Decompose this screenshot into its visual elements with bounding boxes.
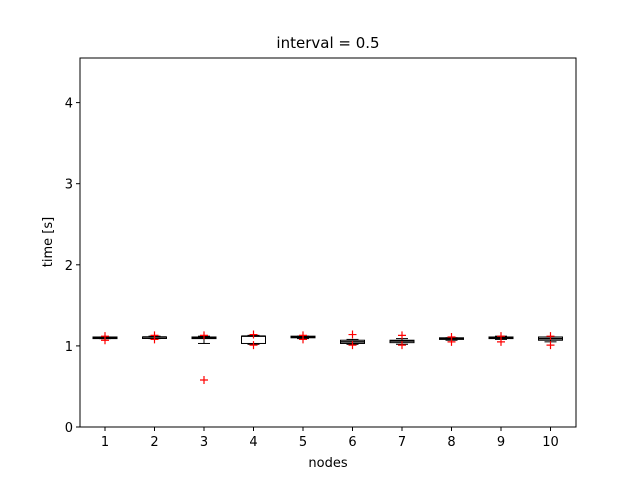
- outlier-marker: [299, 331, 307, 340]
- outlier-marker: [200, 375, 208, 384]
- outlier-marker: [497, 332, 505, 341]
- x-tick-label: 8: [447, 435, 455, 450]
- outlier-marker: [249, 341, 258, 350]
- x-tick-label: 1: [101, 435, 109, 450]
- outlier-marker: [150, 331, 159, 340]
- outlier-marker: [348, 330, 357, 339]
- y-tick-label: 2: [65, 259, 73, 274]
- chart-title: interval = 0.5: [276, 34, 379, 52]
- outlier-marker: [447, 332, 456, 341]
- y-tick-label: 3: [65, 178, 73, 193]
- x-tick-label: 5: [299, 435, 307, 450]
- axes-frame: [79, 57, 577, 428]
- x-tick-label: 3: [200, 435, 208, 450]
- outlier-marker: [546, 332, 555, 341]
- outlier-marker: [348, 341, 357, 350]
- outlier-marker: [398, 341, 406, 350]
- y-axis-label: time [s]: [41, 217, 56, 267]
- plot-area: 0 1 2 3 4 1 2 3 4 5 6 7 8 9 10: [65, 97, 563, 450]
- x-tick-label: 7: [398, 435, 406, 450]
- outlier-marker: [101, 332, 109, 341]
- y-tick-label: 0: [65, 421, 73, 436]
- x-axis-label: nodes: [308, 456, 347, 471]
- outlier-marker: [249, 330, 258, 339]
- x-tick-label: 2: [150, 435, 158, 450]
- y-tick-label: 4: [65, 97, 73, 112]
- outlier-marker: [546, 341, 555, 350]
- y-tick-label: 1: [65, 340, 73, 355]
- x-tick-label: 6: [348, 435, 356, 450]
- x-tick-label: 9: [497, 435, 505, 450]
- outlier-marker: [200, 331, 208, 340]
- x-tick-label: 4: [249, 435, 257, 450]
- x-tick-label: 10: [542, 435, 559, 450]
- outlier-marker: [398, 331, 406, 340]
